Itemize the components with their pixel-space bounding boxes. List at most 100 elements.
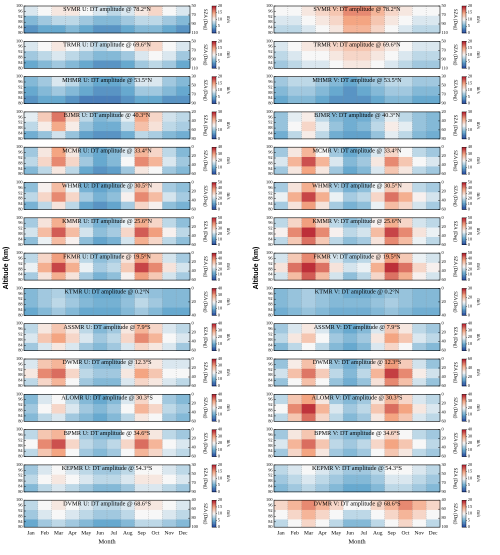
colorbar-tick-label: 20 <box>218 440 222 445</box>
plot-frame <box>273 217 441 246</box>
heat-cell <box>37 95 52 104</box>
heat-cell <box>107 500 122 510</box>
y-tick-label: 92 <box>18 367 22 372</box>
heat-cell <box>162 509 177 520</box>
heat-cell <box>315 403 330 414</box>
colorbar-step <box>462 220 466 223</box>
colorbar-step <box>462 509 466 512</box>
y2-tick-label: 0 <box>192 250 194 255</box>
heat-cell <box>315 509 330 520</box>
heat-cell <box>315 333 330 343</box>
colorbar-step <box>462 504 466 506</box>
heat-cell <box>37 368 52 379</box>
heat-cell <box>107 448 122 457</box>
colorbar-step <box>462 88 466 91</box>
colorbar-step <box>212 100 216 103</box>
colorbar-step <box>462 153 466 156</box>
colorbar-step <box>212 76 216 79</box>
colorbar-step <box>212 172 216 175</box>
y2-axis-label: SZA (Deg) <box>452 44 457 66</box>
heat-cell <box>148 24 163 34</box>
heat-cell <box>107 333 122 343</box>
heat-cell <box>162 429 177 440</box>
colorbar-tick-label: 5 <box>468 517 470 522</box>
panel: ALOMR U: DT amplitude @ 30.3°S8084889296… <box>16 391 230 423</box>
colorbar-step <box>212 168 216 171</box>
heat-cell <box>287 483 302 493</box>
heat-cell <box>426 519 441 528</box>
colorbar-unit: m/s <box>475 122 480 129</box>
heat-cell <box>37 182 52 193</box>
colorbar-step <box>212 402 216 404</box>
x-tick-label: Aug <box>373 530 383 536</box>
heat-cell <box>329 217 344 228</box>
y2-axis-label: SZA (Deg) <box>202 468 207 490</box>
panel-title: ASSMR U: DT amplitude @ 7.9°S <box>63 324 151 331</box>
colorbar-tick-label: 20 <box>218 497 222 502</box>
heat-cell <box>51 201 66 210</box>
heat-cell <box>384 342 399 351</box>
panel-title: KTMR V: DT amplitude @ 0.2°N <box>315 289 400 296</box>
heat-cell <box>134 50 149 61</box>
y2-tick-label: 40 <box>192 268 196 273</box>
heat-cell <box>287 6 302 16</box>
heat-cell <box>343 483 358 493</box>
heat-cell <box>357 76 372 87</box>
colorbar-step <box>462 502 466 505</box>
heat-cell <box>51 50 66 61</box>
y2-tick-label: 0 <box>192 285 194 290</box>
colorbar-step <box>462 483 466 486</box>
heat-cell <box>357 191 372 202</box>
y-tick-label: 88 <box>18 337 22 342</box>
panel-title: WHMR U: DT amplitude @ 30.5°N <box>62 183 153 190</box>
x-axis-label: Month <box>348 539 366 546</box>
heat-cell <box>426 201 441 210</box>
colorbar-step <box>462 160 466 163</box>
y-tick-label: 92 <box>18 49 22 54</box>
heat-cell <box>134 394 149 405</box>
heat-cell <box>426 272 441 281</box>
heat-cell <box>93 413 108 422</box>
colorbar-step <box>212 452 216 455</box>
colorbar-tick-label: 0 <box>218 489 220 494</box>
y2-tick-label: 0 <box>192 215 194 220</box>
y-tick-label: 88 <box>18 372 22 377</box>
heat-cell <box>37 474 52 485</box>
y2-tick-label: 40 <box>442 374 446 379</box>
heat-cell <box>384 448 399 457</box>
colorbar-tick-label: 10 <box>218 164 222 169</box>
x-tick-label: Sep <box>137 530 146 536</box>
heat-cell <box>134 182 149 193</box>
heat-cell <box>384 368 399 379</box>
colorbar-tick-label: 10 <box>468 87 472 92</box>
heat-cell <box>79 6 94 16</box>
y2-tick-label: 20 <box>442 153 446 158</box>
heat-cell <box>134 288 149 299</box>
colorbar-step <box>462 449 466 452</box>
colorbar-step <box>212 223 216 225</box>
colorbar-step <box>212 46 216 49</box>
heat-cell <box>65 166 80 175</box>
colorbar-tick-label: 50 <box>218 250 222 255</box>
colorbar-step <box>462 243 466 245</box>
heat-cell <box>65 121 80 132</box>
panel: KTMR U: DT amplitude @ 0.2°N808488929610… <box>16 285 230 317</box>
colorbar-step <box>462 373 466 376</box>
heat-cell <box>24 429 39 440</box>
colorbar-tick-label: 30 <box>468 109 472 114</box>
heat-cell <box>357 519 372 528</box>
colorbar-step <box>462 193 466 195</box>
heat-cell <box>65 272 80 281</box>
heat-cell <box>120 359 135 369</box>
colorbar-step <box>212 363 216 365</box>
colorbar-step <box>462 406 466 408</box>
colorbar-step <box>212 468 216 471</box>
heat-cell <box>357 483 372 493</box>
heat-cell <box>79 368 94 379</box>
heat-cell <box>24 147 39 157</box>
colorbar-step <box>212 311 216 313</box>
heat-cell <box>37 323 52 334</box>
y-tick-label: 92 <box>268 331 272 336</box>
colorbar-step <box>462 259 466 262</box>
heat-cell <box>51 394 66 405</box>
